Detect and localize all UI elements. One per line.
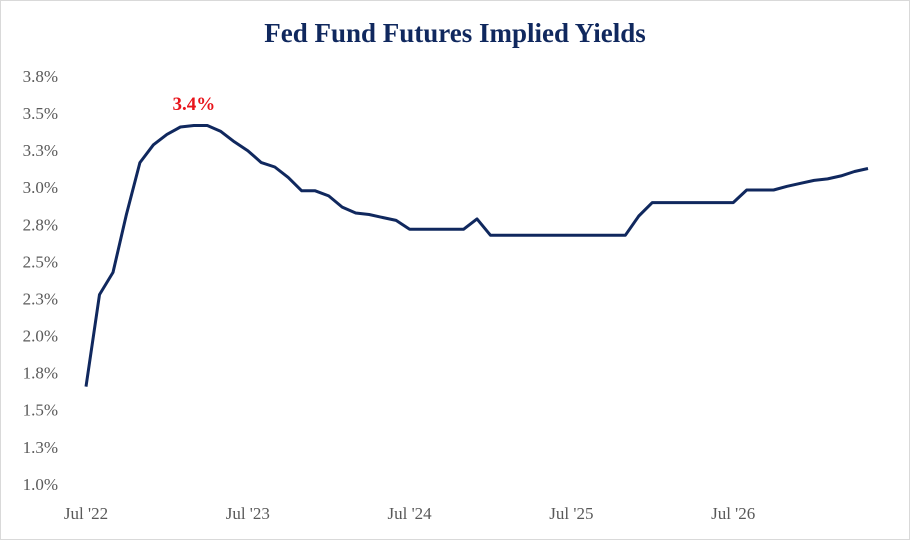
line (84, 124, 869, 387)
y-tick-label: 2.0% (23, 327, 58, 346)
y-tick-label: 3.8% (23, 67, 58, 86)
x-tick-label: Jul '26 (711, 504, 755, 523)
y-tick-label: 2.5% (23, 252, 58, 271)
y-tick-label: 2.8% (23, 215, 58, 234)
y-tick-label: 1.0% (23, 475, 58, 494)
x-tick-label: Jul '23 (226, 504, 270, 523)
y-tick-label: 1.8% (23, 364, 58, 383)
y-tick-label: 1.3% (23, 438, 58, 457)
x-tick-label: Jul '25 (549, 504, 593, 523)
y-tick-label: 3.0% (23, 178, 58, 197)
x-tick-label: Jul '24 (388, 504, 433, 523)
y-tick-label: 1.5% (23, 401, 58, 420)
annotation: 3.4% (172, 94, 215, 115)
y-tick-label: 3.3% (23, 141, 58, 160)
y-tick-label: 2.3% (23, 289, 58, 308)
chart-title: Fed Fund Futures Implied Yields (264, 18, 646, 48)
y-tick-label: 3.5% (23, 104, 58, 123)
x-tick-label: Jul '22 (64, 504, 108, 523)
